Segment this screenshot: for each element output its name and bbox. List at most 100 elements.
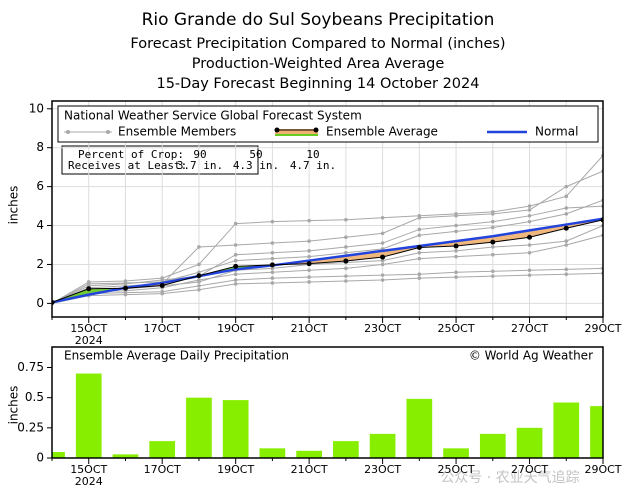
member-point [270, 276, 275, 280]
panel-title: Ensemble Average Daily Precipitation [64, 349, 289, 363]
x-year-label: 2024 [75, 334, 103, 347]
y-tick-label: 0.25 [17, 420, 44, 434]
member-point [197, 287, 201, 292]
member-point [197, 284, 201, 288]
x-tick-label: 27OCT [511, 463, 548, 476]
member-point [454, 229, 458, 234]
x-tick-label: 19OCT [217, 463, 254, 476]
average-point [343, 258, 349, 264]
member-point [270, 281, 275, 285]
ensemble-member [52, 205, 603, 304]
member-point [233, 252, 238, 257]
average-point [86, 286, 92, 292]
member-point [564, 194, 569, 199]
member-point [233, 258, 238, 263]
member-point [270, 270, 275, 275]
member-point [564, 243, 569, 247]
legend-symbol [313, 127, 319, 133]
plot-area [52, 101, 603, 317]
subtitle: Forecast Precipitation Compared to Norma… [130, 36, 505, 52]
average-point [196, 273, 202, 279]
member-point [527, 208, 532, 212]
watermark: 公众号 · 农业天气追踪 [440, 470, 579, 486]
member-point [491, 269, 495, 274]
member-point [564, 267, 569, 272]
x-tick-label: 29OCT [584, 463, 621, 476]
x-tick-label: 15OCT [70, 463, 107, 476]
member-point [270, 266, 275, 271]
ensemble-member [52, 267, 603, 304]
member-point [344, 266, 348, 271]
member-point [417, 233, 422, 238]
ensemble-member [52, 234, 603, 304]
member-point [527, 243, 532, 247]
legend-title: National Weather Service Global Forecast… [64, 109, 362, 123]
member-point [491, 245, 495, 249]
crop-percent: 50 [249, 148, 262, 161]
legend-label: Ensemble Average [326, 125, 438, 139]
legend-symbol [66, 130, 70, 134]
x-tick-label: 23OCT [364, 322, 401, 335]
member-point [527, 273, 532, 277]
y-axis-label: inches [7, 386, 21, 425]
y-tick-label: 0 [36, 296, 44, 310]
x-tick-label: 25OCT [438, 463, 475, 476]
deviation-fill [492, 230, 530, 243]
x-tick-label: 15OCT [70, 322, 107, 335]
bar [553, 402, 580, 458]
member-point [564, 184, 569, 189]
average-point [233, 263, 239, 269]
member-point [491, 225, 495, 230]
average-point [453, 243, 459, 249]
member-point [270, 219, 275, 224]
average-point [490, 239, 496, 245]
average-point [416, 245, 422, 251]
bar [333, 441, 359, 458]
bar [406, 398, 433, 458]
member-point [564, 272, 569, 276]
bar [75, 373, 102, 458]
member-point [344, 274, 348, 278]
bar [259, 448, 286, 458]
member-point [307, 218, 311, 223]
y-tick-label: 0 [36, 451, 44, 465]
crop-table-row-label: Receives at Least: [68, 159, 187, 172]
member-point [123, 292, 128, 297]
member-point [454, 275, 458, 279]
deviation-fill [345, 250, 383, 261]
ensemble-member [52, 272, 603, 304]
member-point [380, 278, 385, 282]
bar [479, 433, 506, 458]
member-point [233, 243, 238, 247]
crop-amount: 4.7 in. [290, 159, 336, 172]
deviation-fill [529, 224, 567, 238]
member-point [270, 250, 275, 255]
member-point [380, 215, 385, 220]
crop-table-box [61, 145, 259, 175]
y-tick-label: 6 [36, 179, 44, 193]
member-point [233, 221, 238, 226]
legend-box [57, 105, 599, 143]
member-point [380, 258, 385, 263]
x-tick-label: 19OCT [217, 322, 254, 335]
crop-amount: 3.7 in. [177, 159, 223, 172]
member-point [380, 262, 385, 267]
member-point [527, 250, 532, 255]
bar [296, 450, 322, 458]
bar [52, 451, 65, 458]
member-point [123, 282, 128, 286]
member-point [344, 245, 348, 249]
x-year-label: 2024 [75, 475, 103, 488]
average-point [159, 282, 165, 288]
x-tick-label: 21OCT [291, 463, 328, 476]
legend-label: Ensemble Members [118, 125, 236, 139]
annotation: © World Ag Weather [469, 349, 593, 363]
member-point [270, 241, 275, 245]
member-point [197, 245, 201, 249]
member-point [417, 227, 422, 232]
member-point [564, 212, 569, 216]
member-point [307, 280, 311, 284]
member-point [417, 276, 422, 280]
